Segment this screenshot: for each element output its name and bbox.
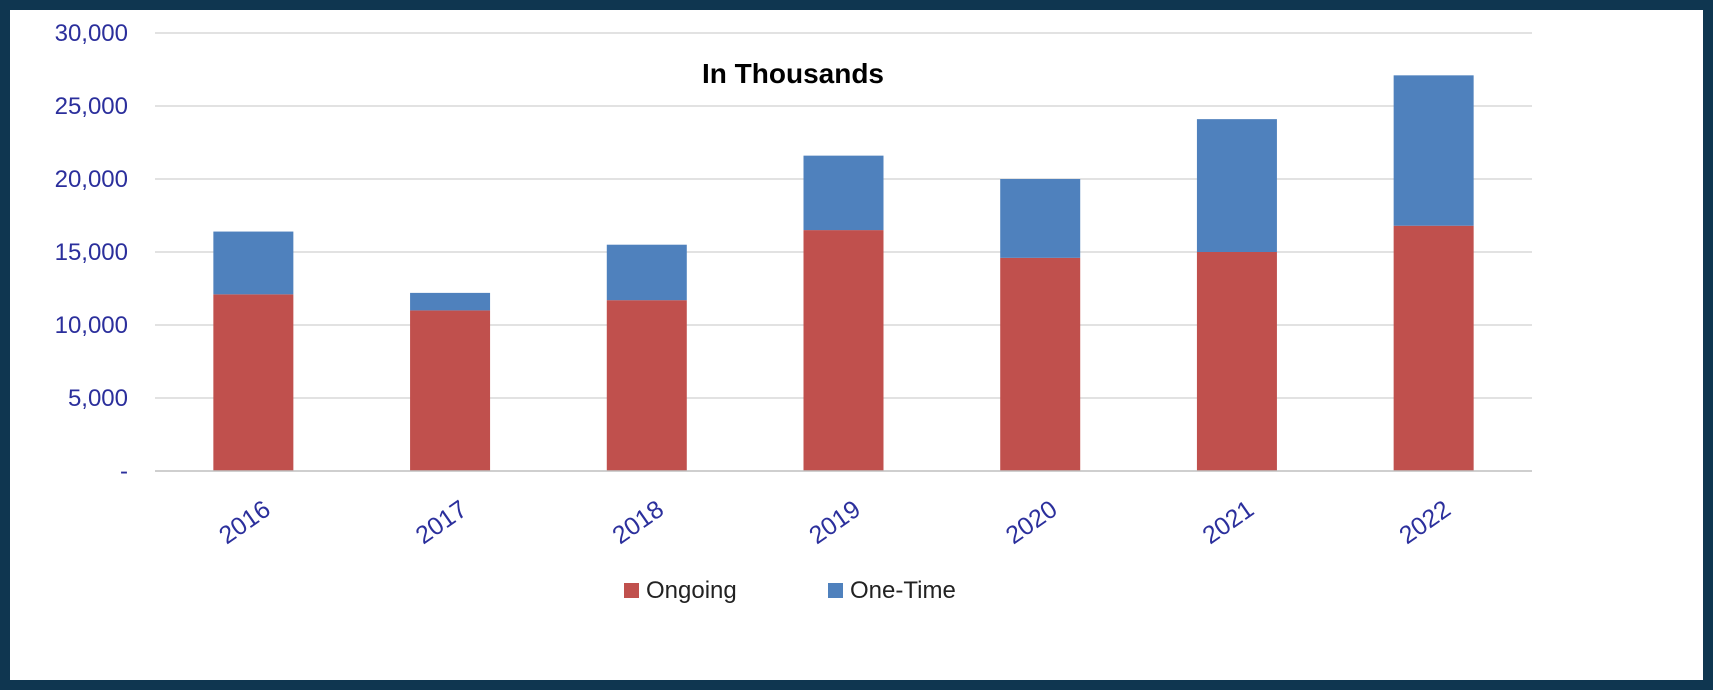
bar-one-time-2017	[410, 292, 491, 311]
bar-one-time-2016	[213, 231, 294, 295]
bar-ongoing-2017	[410, 310, 491, 471]
bar-one-time-2020	[1000, 179, 1081, 258]
x-axis-ticks: 2016 2017 2018 2019 2020 2021 2022	[214, 495, 1456, 550]
x-tick-label: 2022	[1394, 495, 1456, 550]
legend-swatch-one-time	[828, 583, 843, 598]
y-tick-label: 10,000	[55, 312, 128, 339]
bar-ongoing-2022	[1393, 225, 1474, 471]
y-axis-ticks: - 5,000 10,000 15,000 20,000 25,000 30,000	[55, 20, 128, 485]
x-tick-label: 2021	[1198, 495, 1260, 550]
bar-ongoing-2016	[213, 294, 294, 471]
legend-swatch-ongoing	[624, 583, 639, 598]
y-tick-label: -	[120, 458, 128, 485]
y-tick-label: 25,000	[55, 93, 128, 120]
bar-ongoing-2018	[606, 300, 687, 471]
bar-one-time-2022	[1393, 75, 1474, 226]
legend: Ongoing One-Time	[624, 577, 956, 604]
x-tick-label: 2019	[804, 495, 866, 550]
legend-label: One-Time	[850, 577, 956, 604]
bar-ongoing-2019	[803, 230, 884, 471]
bar-one-time-2019	[803, 155, 884, 231]
legend-label: Ongoing	[646, 577, 737, 604]
y-tick-label: 15,000	[55, 239, 128, 266]
y-tick-label: 5,000	[68, 385, 128, 412]
bar-one-time-2018	[606, 244, 687, 301]
x-tick-label: 2016	[214, 495, 276, 550]
chart-frame: - 5,000 10,000 15,000 20,000 25,000 30,000 201…	[10, 10, 1703, 680]
bar-ongoing-2020	[1000, 257, 1081, 471]
bars	[213, 75, 1474, 471]
y-tick-label: 20,000	[55, 166, 128, 193]
stacked-bar-chart: - 5,000 10,000 15,000 20,000 25,000 30,000 201…	[55, 20, 1532, 604]
x-tick-label: 2018	[607, 495, 669, 550]
x-tick-label: 2020	[1001, 495, 1063, 550]
x-tick-label: 2017	[411, 495, 473, 550]
y-tick-label: 30,000	[55, 20, 128, 47]
bar-one-time-2021	[1196, 119, 1277, 252]
chart-title: In Thousands	[702, 58, 884, 89]
bar-ongoing-2021	[1196, 252, 1277, 471]
